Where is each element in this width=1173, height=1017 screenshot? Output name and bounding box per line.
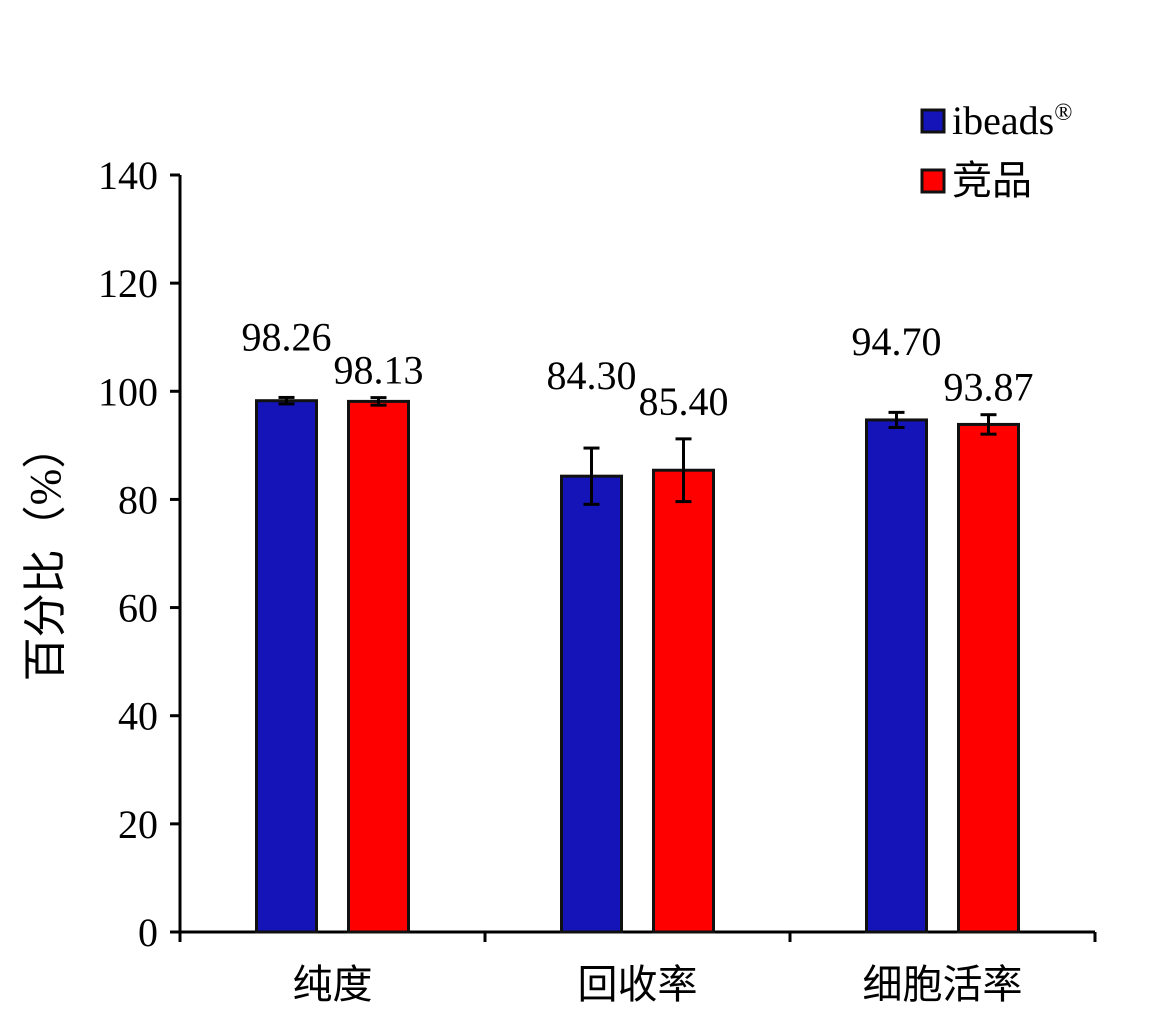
y-tick-label: 20 bbox=[118, 802, 158, 847]
legend-label-text: 竞品 bbox=[952, 158, 1032, 203]
legend-label: ibeads® bbox=[952, 98, 1072, 143]
legend-label-text: ibeads bbox=[952, 98, 1054, 143]
bar bbox=[347, 399, 410, 934]
plot-area: 0 20 40 60 80 100 120 140 纯度 回收率 细胞活率 98.26 84.30 94.… bbox=[98, 153, 1097, 1007]
data-label: 98.13 bbox=[334, 347, 424, 392]
data-label: 84.30 bbox=[547, 353, 637, 398]
y-tick-label: 60 bbox=[118, 586, 158, 631]
legend-swatch bbox=[920, 168, 946, 194]
y-tick-label: 80 bbox=[118, 477, 158, 522]
y-tick-label: 0 bbox=[138, 910, 158, 955]
legend-swatch bbox=[920, 108, 946, 134]
y-tick-label: 140 bbox=[98, 153, 158, 198]
y-axis-label: 百分比（%） bbox=[21, 425, 70, 682]
data-label: 94.70 bbox=[852, 319, 942, 364]
y-tick-label: 100 bbox=[98, 369, 158, 414]
bar bbox=[255, 399, 318, 934]
data-label: 85.40 bbox=[639, 379, 729, 424]
legend-label: 竞品 bbox=[952, 158, 1032, 203]
bar bbox=[865, 418, 928, 934]
data-label: 98.26 bbox=[242, 315, 332, 360]
x-tick-label: 细胞活率 bbox=[863, 962, 1023, 1007]
bar bbox=[957, 422, 1020, 934]
legend-label-superscript: ® bbox=[1054, 100, 1072, 126]
legend: ibeads® 竞品 bbox=[920, 98, 1072, 203]
x-tick-label: 回收率 bbox=[578, 962, 698, 1007]
x-tick-label: 纯度 bbox=[293, 962, 373, 1007]
y-tick-label: 40 bbox=[118, 694, 158, 739]
bar bbox=[560, 474, 623, 934]
data-label: 93.87 bbox=[944, 364, 1034, 409]
y-tick-label: 120 bbox=[98, 261, 158, 306]
bar bbox=[652, 468, 715, 934]
